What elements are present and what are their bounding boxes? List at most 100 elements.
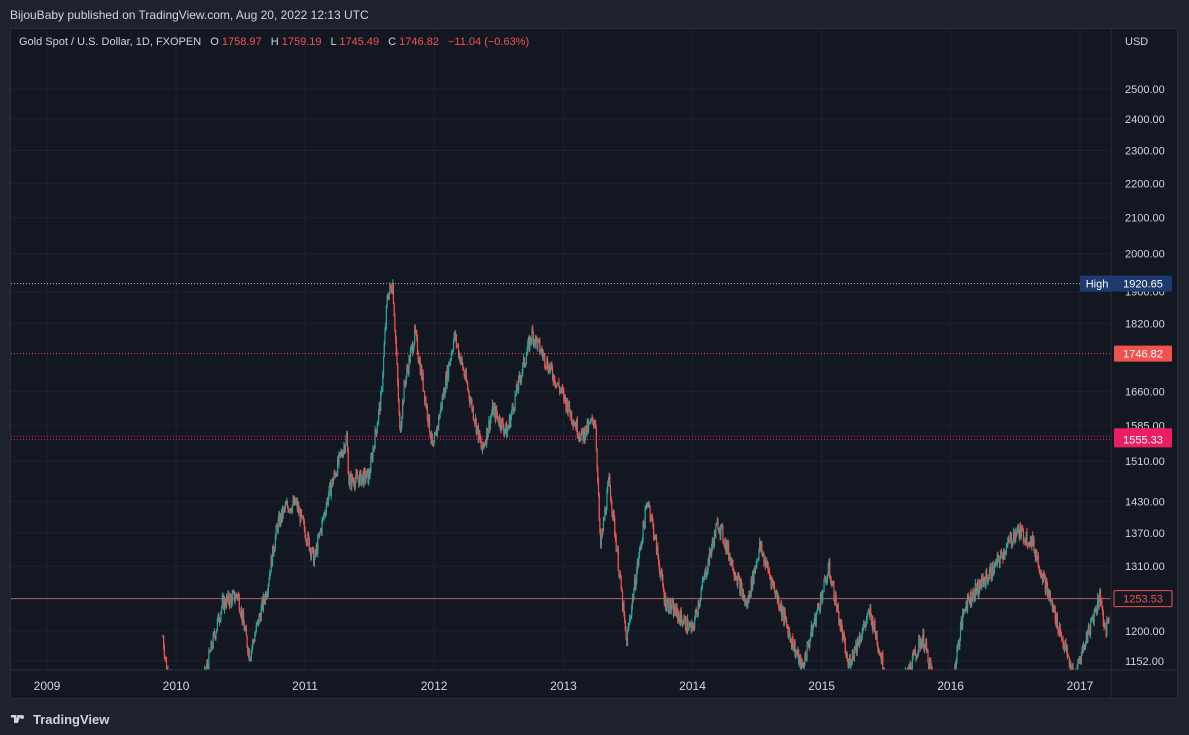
candle-body [363,469,366,471]
candle-body [257,619,259,623]
candle-body [1005,545,1008,553]
tradingview-logo[interactable]: TradingView [10,711,109,727]
candle-body [405,375,407,385]
candle-body [821,594,823,602]
candle-body [1022,529,1025,542]
candle-body [301,515,303,517]
candle-body [251,646,253,651]
candle-body [746,602,748,609]
candle-body [775,593,777,597]
candle-body [564,394,566,401]
candle-body [262,595,264,610]
candle-body [1058,625,1061,635]
candle-body [807,641,810,645]
candle-body [830,580,832,586]
candle-body [519,374,521,379]
candle-body [312,547,314,549]
candle-body [628,624,630,627]
candle-body [1029,544,1031,546]
candle-body [1010,534,1013,545]
candle-body [420,366,422,375]
candle-body [410,346,412,351]
candle-body [486,428,488,444]
candle-body [674,613,677,616]
candle-body [610,498,612,505]
candle-body [656,546,658,554]
candle-body [1058,633,1060,635]
candle-body [242,612,245,623]
candle-body [383,344,385,357]
grid [11,29,1111,670]
candle-body [877,648,880,653]
candle-body [295,500,298,502]
candle-body [544,353,546,366]
candle-body [1037,555,1039,567]
candle-body [258,614,260,625]
candle-body [910,662,912,670]
candle-body [545,367,547,369]
candle-body [725,541,728,552]
candle-body [1003,550,1005,560]
price-lines [11,283,1111,600]
candle-body [204,668,206,670]
candle-body [241,610,243,622]
candle-body [1105,626,1107,636]
time-axis[interactable]: 2009 2010 2011 2012 2013 2014 2015 2016 2017 [34,679,1094,693]
candle-body [1034,550,1036,553]
candle-body [224,598,226,606]
candle-body [1077,662,1079,666]
candle-body [621,591,624,610]
candle-body [389,284,391,292]
candle-body [652,520,654,525]
candle-body [353,481,355,486]
chart-frame[interactable]: 2500.00 2400.00 2300.00 2200.00 2100.00 2000.… [10,28,1178,699]
candle-body [211,647,214,649]
candle-body [494,406,496,420]
candle-body [250,650,252,658]
candle-body [984,580,986,586]
candle-body [579,438,581,441]
candle-body [245,627,247,630]
candle-body [997,555,999,557]
candle-body [456,344,458,346]
candle-body [440,404,443,408]
candle-body [300,510,302,523]
candle-body [1007,538,1010,541]
candle-body [731,559,733,565]
candle-body [815,614,817,625]
candle-body [923,631,925,649]
candle-body [407,368,409,374]
candle-body [812,624,815,627]
candle-body [332,479,334,485]
candle-body [402,400,404,403]
candle-body [761,544,763,555]
candle-body [986,570,988,577]
candle-body [235,594,237,599]
candle-body [597,480,600,494]
candle-body [682,623,684,625]
candle-body [467,389,470,391]
candle-body [1067,656,1069,658]
candle-body [373,447,375,449]
candle-body [716,520,718,523]
candle-body [1076,665,1078,670]
candle-body [319,532,321,533]
candle-body [1065,646,1068,651]
footer-bar: TradingView [0,702,1189,735]
candle-body [253,640,255,642]
candle-body [959,637,961,647]
candle-body [356,474,358,479]
candle-body [829,575,832,581]
price-axis[interactable]: 2500.00 2400.00 2300.00 2200.00 2100.00 2000.… [1125,84,1165,668]
candle-body [481,442,484,451]
candle-body [280,514,282,522]
candle-body [573,423,576,426]
price-tick-label: 1200.00 [1125,626,1165,638]
candle-body [785,617,787,620]
candle-body [472,407,474,410]
price-chart[interactable]: 2500.00 2400.00 2300.00 2200.00 2100.00 2000.… [11,29,1177,698]
candle-body [330,486,332,497]
candle-body [288,510,290,512]
candle-body [372,449,374,461]
